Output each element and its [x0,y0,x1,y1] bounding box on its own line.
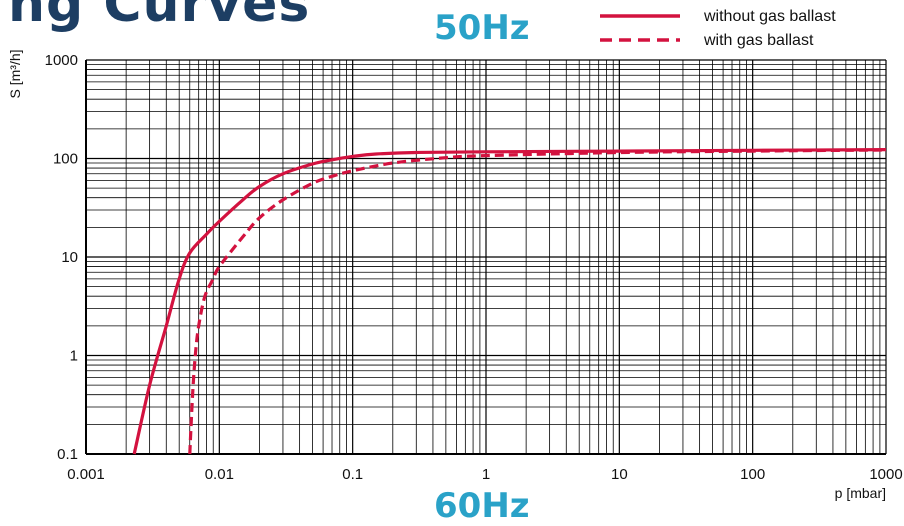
y-tick-label: 1 [70,348,78,365]
x-tick-label: 0.001 [67,466,105,483]
page-heading: ng Curves [8,0,311,34]
y-tick-label: 1000 [45,52,78,69]
frequency-label-50hz: 50Hz [434,8,530,48]
x-tick-label: 1 [482,466,490,483]
series-line-without-gas-ballast [132,148,887,455]
y-tick-label: 10 [61,249,78,266]
y-axis-label: S [m³/h] [7,49,23,98]
legend-label: with gas ballast [703,32,814,49]
x-tick-label: 1000 [869,466,902,483]
legend-label: without gas ballast [703,8,836,25]
pumping-speed-chart: 0.001 0.01 0.1 1 10 100 1000 0.1 1 10 100 1000 p [mb… [7,8,903,501]
series-line-with-gas-ballast [188,148,887,455]
y-tick-label: 0.1 [57,446,78,463]
x-tick-label: 0.1 [342,466,363,483]
x-tick-label: 0.01 [205,466,234,483]
x-tick-label: 100 [740,466,765,483]
y-tick-label: 100 [53,151,78,168]
x-axis-label: p [mbar] [835,485,886,501]
x-tick-label: 10 [611,466,628,483]
